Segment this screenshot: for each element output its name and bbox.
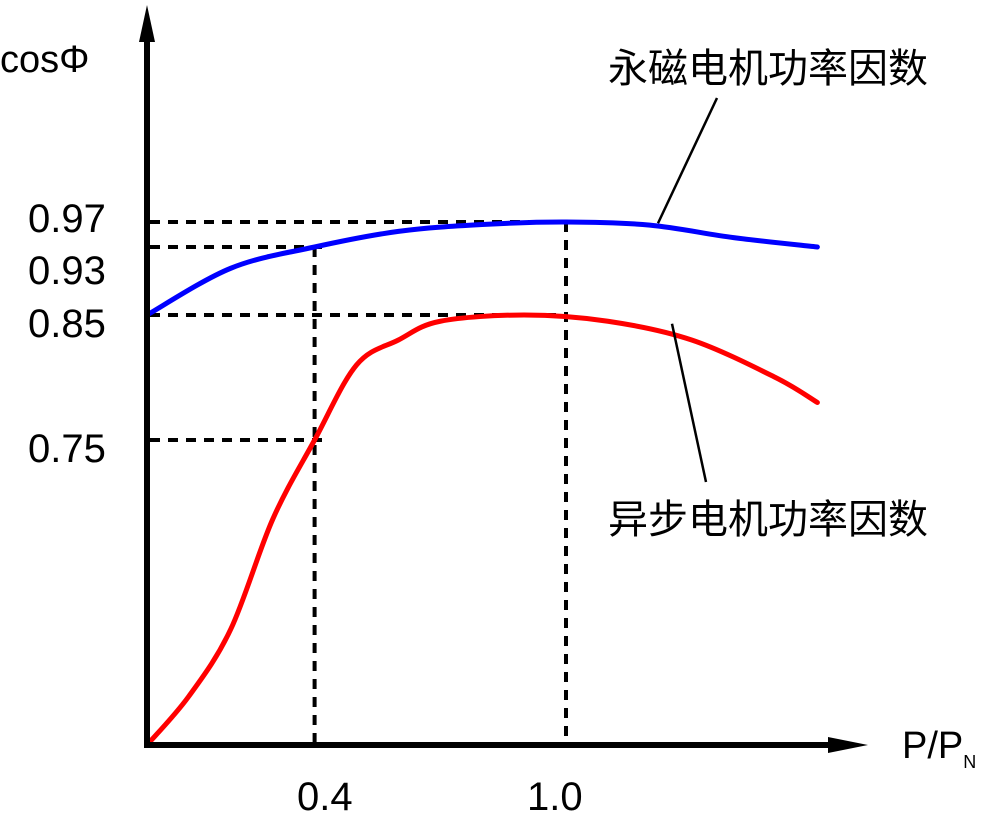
x-tick-label: 0.4 [297,775,353,816]
x-axis-title-subscript: N [963,752,976,772]
x-axis-title-main: P/P [902,725,963,767]
leader-line-induction-motor [670,323,708,483]
x-axis-title: P/PN [902,725,976,772]
y-tick-label: 0.75 [28,427,106,471]
series-label-induction-motor: 异步电机功率因数 [608,497,928,543]
y-tick-label: 0.97 [28,197,106,241]
y-tick-label: 0.93 [28,249,106,293]
series-curves [144,219,820,748]
series-line-induction-motor [144,312,820,748]
leader-lines [656,97,719,483]
y-axis-arrow [139,5,155,42]
leader-line-pm-motor [656,97,719,224]
series-line-pm-motor [144,219,820,318]
series-label-pm-motor: 永磁电机功率因数 [608,46,928,92]
y-tick-label: 0.85 [28,302,106,346]
x-tick-label: 1.0 [527,775,583,816]
x-axis-arrow [828,737,868,753]
y-axis-title: cosΦ [0,39,89,81]
